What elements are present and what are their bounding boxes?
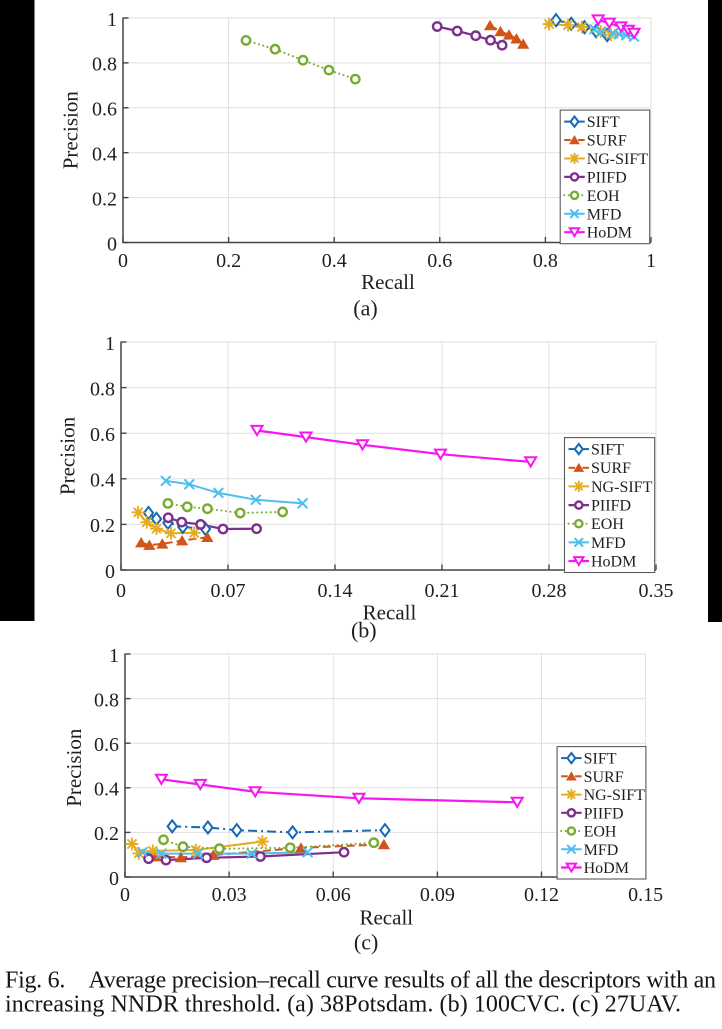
svg-text:0: 0 (116, 580, 126, 602)
svg-text:PIIFD: PIIFD (591, 498, 631, 515)
svg-text:0.6: 0.6 (94, 734, 119, 756)
svg-text:0.8: 0.8 (92, 54, 117, 76)
svg-text:0.12: 0.12 (524, 884, 559, 906)
svg-text:Recall: Recall (363, 601, 417, 625)
svg-text:0.2: 0.2 (92, 188, 117, 210)
svg-text:0.4: 0.4 (94, 779, 119, 801)
svg-text:0.4: 0.4 (90, 470, 115, 492)
svg-text:0.03: 0.03 (212, 884, 247, 906)
svg-text:0.4: 0.4 (322, 250, 347, 272)
svg-text:SIFT: SIFT (591, 442, 624, 459)
svg-text:(a): (a) (353, 296, 377, 321)
svg-text:0.28: 0.28 (532, 580, 567, 602)
svg-text:NG-SIFT: NG-SIFT (591, 479, 653, 496)
svg-text:0: 0 (109, 868, 119, 890)
svg-text:NG-SIFT: NG-SIFT (584, 787, 646, 804)
svg-text:0.09: 0.09 (420, 884, 455, 906)
svg-text:EOH: EOH (587, 188, 620, 205)
svg-text:0.21: 0.21 (425, 580, 460, 602)
svg-text:MFD: MFD (587, 206, 622, 223)
svg-text:0: 0 (107, 233, 117, 255)
svg-text:(b): (b) (351, 617, 377, 642)
svg-text:0.15: 0.15 (628, 884, 663, 906)
svg-text:SIFT: SIFT (584, 751, 617, 768)
svg-text:NG-SIFT: NG-SIFT (587, 151, 649, 168)
svg-text:SIFT: SIFT (587, 114, 620, 131)
svg-text:MFD: MFD (584, 842, 619, 859)
svg-text:0: 0 (120, 884, 130, 906)
svg-text:0: 0 (105, 561, 115, 583)
svg-text:SURF: SURF (591, 460, 631, 477)
svg-text:EOH: EOH (591, 516, 624, 533)
svg-text:PIIFD: PIIFD (584, 805, 624, 822)
svg-text:1: 1 (646, 250, 656, 272)
svg-text:(c): (c) (354, 929, 378, 954)
svg-text:HoDM: HoDM (591, 554, 636, 571)
svg-text:SURF: SURF (584, 769, 624, 786)
svg-text:0.6: 0.6 (92, 99, 117, 121)
svg-text:1: 1 (107, 9, 117, 31)
svg-text:Precision: Precision (62, 728, 86, 807)
svg-text:0.2: 0.2 (90, 515, 115, 537)
svg-text:0.8: 0.8 (533, 250, 558, 272)
svg-text:0.6: 0.6 (427, 250, 452, 272)
svg-text:0.2: 0.2 (94, 823, 119, 845)
svg-text:1: 1 (109, 645, 119, 667)
svg-text:Recall: Recall (361, 270, 415, 294)
svg-text:Precision: Precision (56, 416, 80, 495)
svg-text:0.2: 0.2 (216, 250, 241, 272)
svg-text:Precision: Precision (59, 91, 83, 170)
svg-text:0.14: 0.14 (318, 580, 353, 602)
svg-text:HoDM: HoDM (587, 225, 632, 242)
svg-text:Recall: Recall (359, 906, 413, 930)
svg-text:0.8: 0.8 (94, 689, 119, 711)
svg-text:Fig. 6. Average precision–rec: Fig. 6. Average precision–recall curve r… (5, 968, 716, 994)
svg-text:EOH: EOH (584, 824, 617, 841)
svg-text:0: 0 (118, 250, 128, 272)
svg-text:PIIFD: PIIFD (587, 169, 627, 186)
svg-text:SURF: SURF (587, 133, 627, 150)
svg-text:HoDM: HoDM (584, 860, 629, 877)
svg-text:0.35: 0.35 (639, 580, 674, 602)
svg-text:increasing NNDR threshold. (a): increasing NNDR threshold. (a) 38Potsdam… (5, 992, 681, 1018)
svg-text:1: 1 (105, 333, 115, 355)
svg-text:0.06: 0.06 (316, 884, 351, 906)
svg-text:0.07: 0.07 (211, 580, 246, 602)
svg-text:0.4: 0.4 (92, 144, 117, 166)
svg-text:MFD: MFD (591, 535, 626, 552)
svg-text:0.6: 0.6 (90, 424, 115, 446)
svg-text:0.8: 0.8 (90, 378, 115, 400)
